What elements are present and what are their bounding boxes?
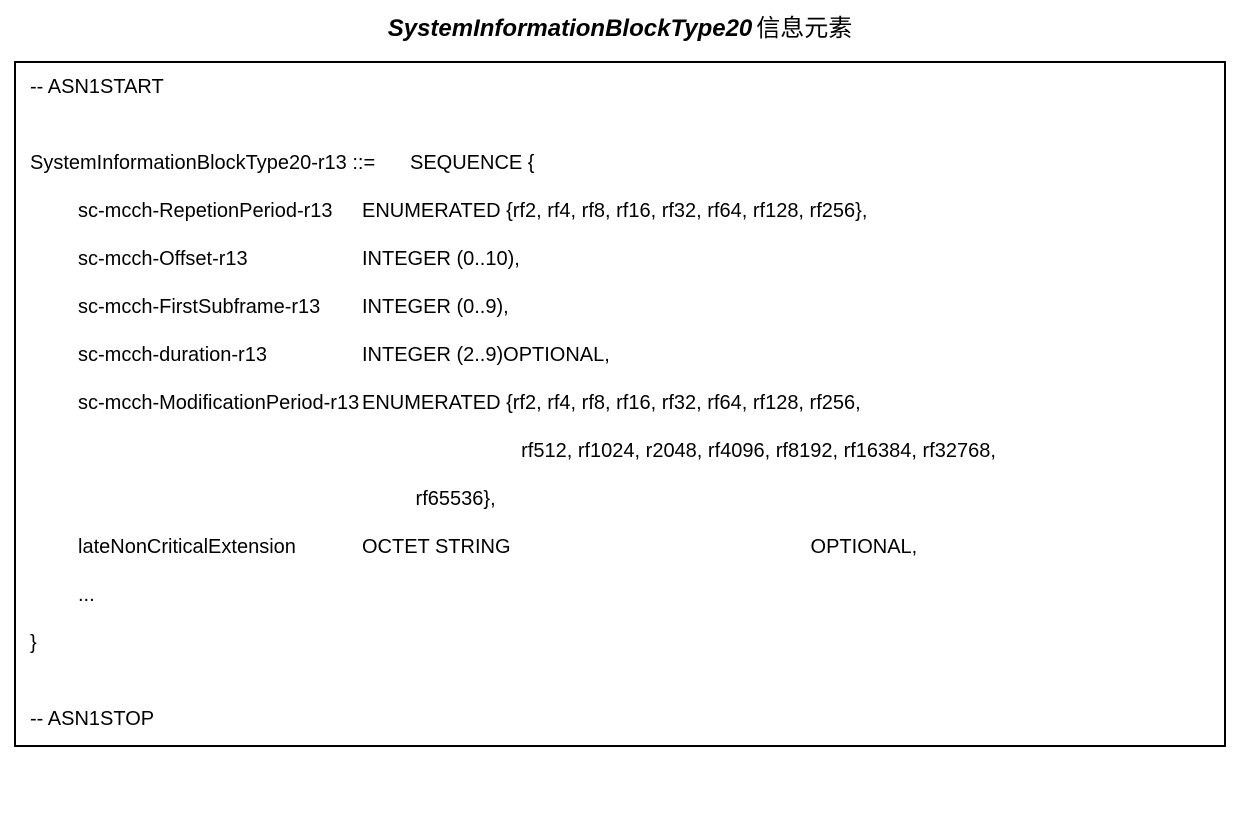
field-name: sc-mcch-duration-r13 <box>30 345 362 365</box>
octet-string-type: OCTET STRING <box>362 536 511 558</box>
field-type: INTEGER (0..10), <box>362 249 1210 269</box>
document-title: SystemInformationBlockType20信息元素 <box>0 0 1240 61</box>
field-type: INTEGER (0..9), <box>362 297 1210 317</box>
field-row: sc-mcch-FirstSubframe-r13 INTEGER (0..9)… <box>30 297 1210 317</box>
continuation-line: rf65536}, <box>30 489 1210 509</box>
asn1-stop-marker: -- ASN1STOP <box>30 709 1210 729</box>
field-name: sc-mcch-ModificationPeriod-r13 <box>30 393 362 413</box>
field-name: sc-mcch-Offset-r13 <box>30 249 362 269</box>
type-name: SystemInformationBlockType20-r13 ::= <box>30 153 410 173</box>
title-cjk-part: 信息元素 <box>756 15 852 42</box>
field-name: sc-mcch-RepetionPeriod-r13 <box>30 201 362 221</box>
title-italic-part: SystemInformationBlockType20 <box>388 15 753 42</box>
field-name: sc-mcch-FirstSubframe-r13 <box>30 297 362 317</box>
field-type: OCTET STRING OPTIONAL, <box>362 537 1210 557</box>
optional-keyword: OPTIONAL, <box>811 536 918 558</box>
sequence-keyword: SEQUENCE { <box>410 153 1210 173</box>
field-type: INTEGER (2..9)OPTIONAL, <box>362 345 1210 365</box>
field-row: sc-mcch-duration-r13 INTEGER (2..9)OPTIO… <box>30 345 1210 365</box>
type-definition-row: SystemInformationBlockType20-r13 ::= SEQ… <box>30 153 1210 173</box>
field-type: ENUMERATED {rf2, rf4, rf8, rf16, rf32, r… <box>362 201 1210 221</box>
field-name: lateNonCriticalExtension <box>30 537 362 557</box>
asn1-code-block: -- ASN1START SystemInformationBlockType2… <box>14 61 1226 747</box>
field-type: ENUMERATED {rf2, rf4, rf8, rf16, rf32, r… <box>362 393 1210 413</box>
field-row: sc-mcch-ModificationPeriod-r13 ENUMERATE… <box>30 393 1210 413</box>
field-row: sc-mcch-Offset-r13 INTEGER (0..10), <box>30 249 1210 269</box>
close-brace: } <box>30 633 1210 653</box>
asn1-start-marker: -- ASN1START <box>30 77 1210 97</box>
field-row: sc-mcch-RepetionPeriod-r13 ENUMERATED {r… <box>30 201 1210 221</box>
field-row: lateNonCriticalExtension OCTET STRING OPT… <box>30 537 1210 557</box>
ellipsis-line: ... <box>30 585 1210 605</box>
continuation-line: rf512, rf1024, r2048, rf4096, rf8192, rf… <box>30 441 1210 461</box>
